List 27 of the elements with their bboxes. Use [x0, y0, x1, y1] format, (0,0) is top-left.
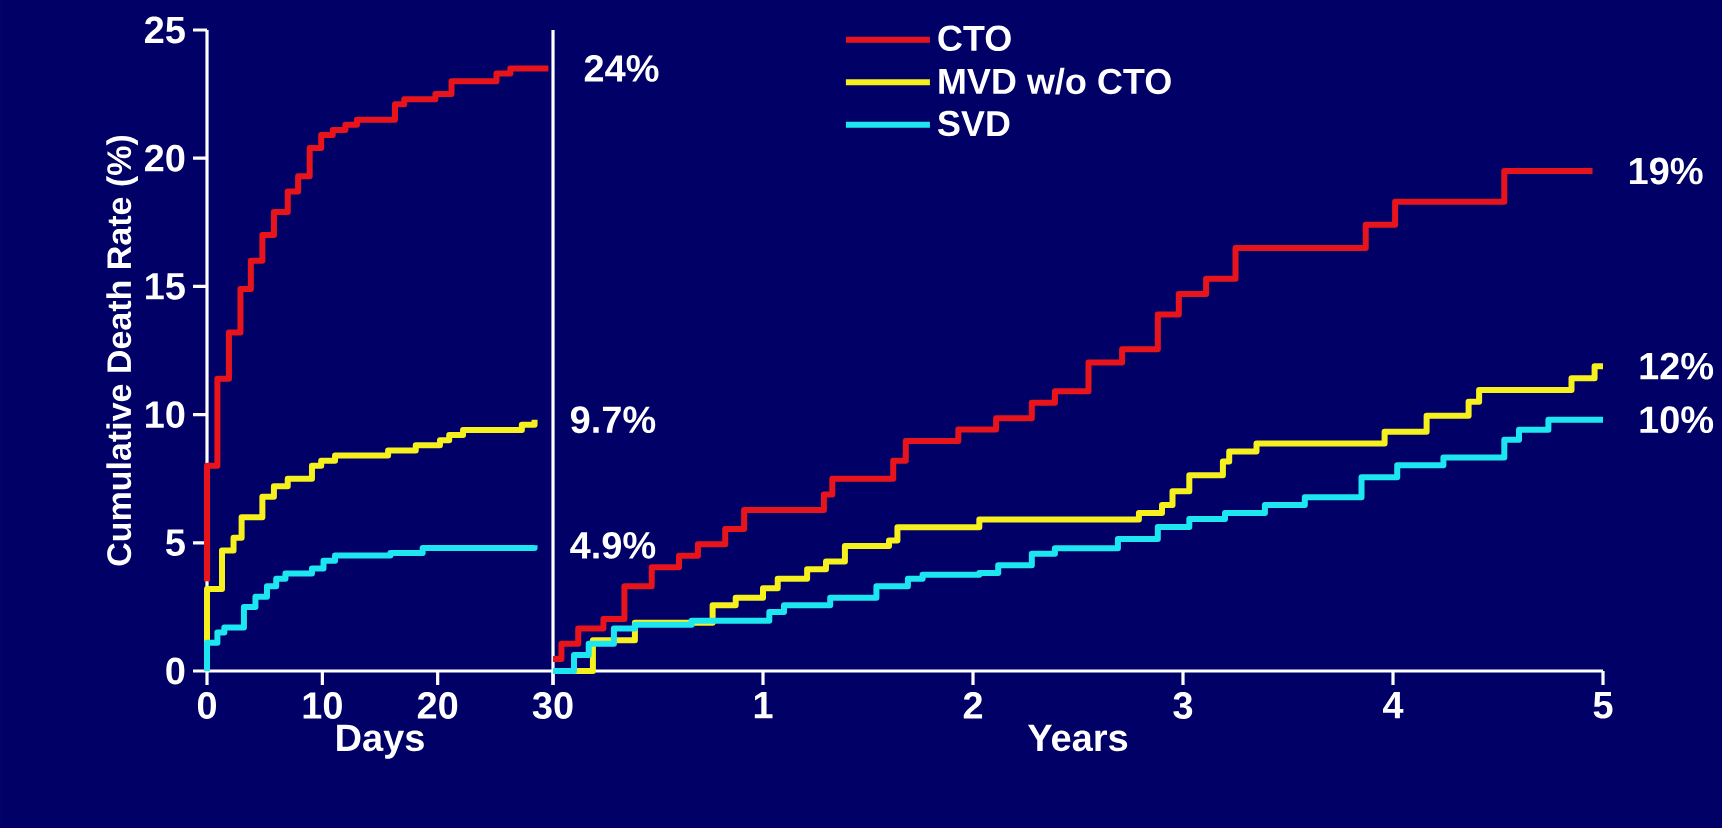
- x-tick-label: 2: [963, 692, 983, 719]
- y-tick-label: 10: [146, 401, 185, 429]
- x-tick-label: 0: [197, 692, 217, 719]
- x-tick-label: 3: [1173, 692, 1193, 720]
- y-axis-title: Cumulative Death Rate (%): [106, 135, 138, 566]
- x-tick-label: 1: [754, 692, 773, 719]
- annotation: 24%: [584, 55, 659, 82]
- annotation: 12%: [1640, 352, 1714, 380]
- y-tick-label: 25: [145, 16, 185, 44]
- x-tick-label: 4: [1383, 692, 1404, 719]
- annotation: 9.7%: [570, 406, 656, 434]
- x-axis-title: Years: [1027, 724, 1128, 752]
- y-tick-label: 5: [165, 529, 185, 557]
- x-tick-label: 5: [1593, 692, 1613, 719]
- x-axis-title: Days: [337, 724, 424, 759]
- annotation: 19%: [1629, 157, 1703, 185]
- x-tick-label: 20: [417, 692, 458, 719]
- y-tick-label: 0: [166, 657, 185, 685]
- y-tick-label: 20: [145, 144, 185, 172]
- legend-label: CTO: [938, 25, 1011, 52]
- x-tick-label: 30: [532, 692, 573, 720]
- x-tick-label: 10: [303, 692, 342, 719]
- annotation: 10%: [1640, 406, 1714, 434]
- legend-label: SVD: [937, 110, 1010, 137]
- annotation: 4.9%: [570, 531, 656, 559]
- legend-label: MVD w/o CTO: [939, 67, 1171, 95]
- y-tick-label: 15: [146, 273, 185, 300]
